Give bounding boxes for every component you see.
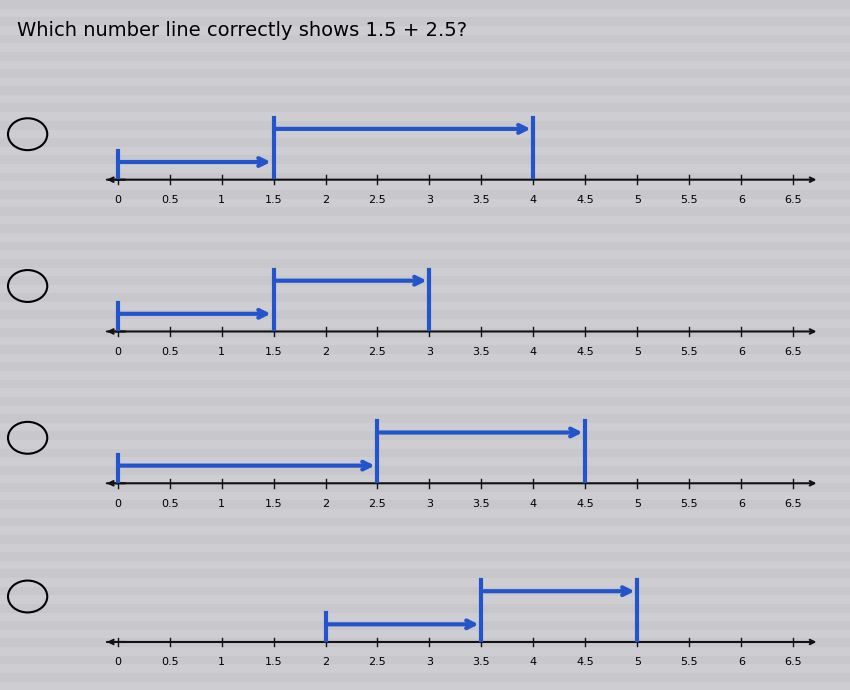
Bar (0, 61, 850, 69)
Text: 6: 6 (738, 499, 745, 509)
Bar (0, 181, 850, 190)
Text: 6: 6 (738, 347, 745, 357)
Bar (0, 302, 850, 311)
Text: 3.5: 3.5 (473, 658, 490, 667)
Bar (0, 544, 850, 552)
Text: 5.5: 5.5 (681, 347, 698, 357)
Bar (0, 664, 850, 673)
Bar (0, 285, 850, 293)
Text: 6.5: 6.5 (785, 195, 802, 205)
Bar (0, 440, 850, 449)
Bar (0, 492, 850, 500)
Bar (0, 130, 850, 138)
Bar (0, 319, 850, 328)
Bar (0, 26, 850, 34)
Bar (0, 647, 850, 655)
Bar (0, 682, 850, 690)
Text: 5.5: 5.5 (681, 658, 698, 667)
Text: 4.5: 4.5 (576, 347, 594, 357)
Text: 4: 4 (530, 658, 537, 667)
Text: 4.5: 4.5 (576, 499, 594, 509)
Text: 3: 3 (426, 195, 433, 205)
Text: 0.5: 0.5 (161, 195, 178, 205)
Text: 4: 4 (530, 499, 537, 509)
Bar (0, 457, 850, 466)
Text: 6.5: 6.5 (785, 658, 802, 667)
Bar (0, 630, 850, 638)
Text: 4.5: 4.5 (576, 195, 594, 205)
Bar (0, 613, 850, 621)
Text: 0: 0 (114, 499, 121, 509)
Text: 2: 2 (322, 347, 329, 357)
Text: 4.5: 4.5 (576, 658, 594, 667)
Bar (0, 95, 850, 104)
Bar (0, 112, 850, 121)
Text: 6: 6 (738, 195, 745, 205)
Text: 1.5: 1.5 (264, 347, 282, 357)
Text: 6: 6 (738, 658, 745, 667)
Text: 0: 0 (114, 195, 121, 205)
Text: Which number line correctly shows 1.5 + 2.5?: Which number line correctly shows 1.5 + … (17, 21, 468, 40)
Bar (0, 268, 850, 276)
Text: 4: 4 (530, 347, 537, 357)
Bar (0, 475, 850, 483)
Bar (0, 250, 850, 259)
Text: 1: 1 (218, 195, 225, 205)
Bar (0, 147, 850, 155)
Text: 3.5: 3.5 (473, 347, 490, 357)
Text: 0: 0 (114, 658, 121, 667)
Text: 1: 1 (218, 347, 225, 357)
Text: 1.5: 1.5 (264, 195, 282, 205)
Bar (0, 233, 850, 242)
Text: 1: 1 (218, 658, 225, 667)
Bar (0, 423, 850, 431)
Text: 0.5: 0.5 (161, 658, 178, 667)
Text: 5: 5 (634, 347, 641, 357)
Bar (0, 354, 850, 362)
Text: 2.5: 2.5 (369, 499, 387, 509)
Text: 3: 3 (426, 658, 433, 667)
Bar (0, 43, 850, 52)
Bar (0, 199, 850, 207)
Text: 3.5: 3.5 (473, 195, 490, 205)
Bar (0, 9, 850, 17)
Text: 5.5: 5.5 (681, 195, 698, 205)
Bar (0, 595, 850, 604)
Bar (0, 216, 850, 224)
Bar (0, 406, 850, 414)
Text: 5: 5 (634, 658, 641, 667)
Text: 2: 2 (322, 499, 329, 509)
Text: 3: 3 (426, 499, 433, 509)
Bar (0, 388, 850, 397)
Text: 2.5: 2.5 (369, 195, 387, 205)
Text: 2.5: 2.5 (369, 347, 387, 357)
Text: 2: 2 (322, 658, 329, 667)
Text: 5.5: 5.5 (681, 499, 698, 509)
Text: 2: 2 (322, 195, 329, 205)
Bar (0, 561, 850, 569)
Bar (0, 371, 850, 380)
Text: 1.5: 1.5 (264, 499, 282, 509)
Text: 3.5: 3.5 (473, 499, 490, 509)
Bar (0, 526, 850, 535)
Text: 1: 1 (218, 499, 225, 509)
Bar (0, 509, 850, 518)
Text: 5: 5 (634, 499, 641, 509)
Text: 1.5: 1.5 (264, 658, 282, 667)
Bar (0, 164, 850, 172)
Text: 5: 5 (634, 195, 641, 205)
Text: 3: 3 (426, 347, 433, 357)
Text: 0: 0 (114, 347, 121, 357)
Bar (0, 337, 850, 345)
Text: 0.5: 0.5 (161, 347, 178, 357)
Bar (0, 578, 850, 586)
Text: 6.5: 6.5 (785, 347, 802, 357)
Bar (0, 78, 850, 86)
Text: 4: 4 (530, 195, 537, 205)
Text: 0.5: 0.5 (161, 499, 178, 509)
Text: 6.5: 6.5 (785, 499, 802, 509)
Text: 2.5: 2.5 (369, 658, 387, 667)
